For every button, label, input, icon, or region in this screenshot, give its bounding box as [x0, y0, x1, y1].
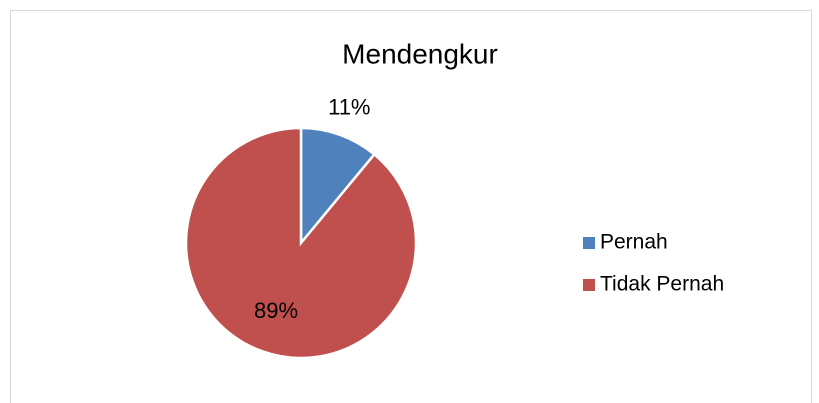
pie-slice	[299, 126, 377, 247]
legend-label: Pernah	[600, 231, 668, 254]
chart-title: Mendengkur	[342, 38, 498, 69]
data-label: 11%	[328, 95, 370, 120]
pie-slice	[184, 126, 418, 360]
legend-label: Tidak Pernah	[600, 273, 724, 296]
legend-swatch	[583, 237, 595, 249]
data-label: 89%	[254, 298, 298, 323]
legend-swatch	[583, 279, 595, 291]
